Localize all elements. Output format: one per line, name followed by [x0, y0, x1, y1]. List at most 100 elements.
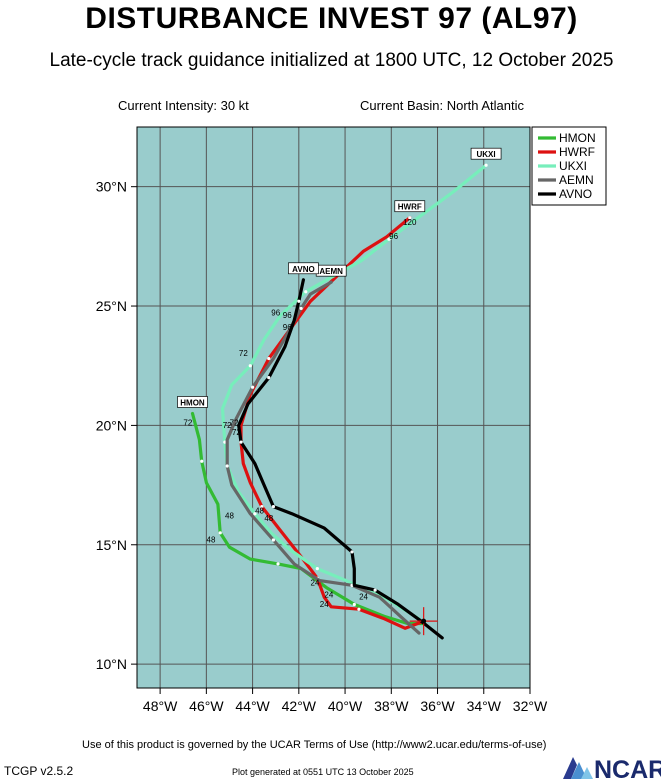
- forecast-hour-label: 24: [359, 593, 368, 602]
- track-point: [200, 459, 204, 463]
- track-point: [352, 602, 356, 607]
- end-label-text: HMON: [180, 398, 205, 407]
- forecast-tracks: [190, 163, 488, 640]
- track-point: [225, 464, 229, 468]
- track-point: [248, 364, 252, 368]
- map-frame: [136, 126, 531, 689]
- current-intensity-label: Current Intensity: 30 kt: [118, 98, 249, 113]
- forecast-hour-label: 72: [223, 421, 232, 430]
- track-point: [357, 607, 361, 611]
- forecast-hour-labels: 244872HMON2448729696120HWRF72UKXI2448729…: [177, 147, 502, 609]
- ncar-logo-mark: [563, 757, 593, 779]
- track-point: [260, 504, 264, 509]
- x-tick-label: 38°W: [374, 698, 409, 714]
- track-ukxi: [220, 163, 488, 621]
- end-label-text: AVNO: [292, 265, 315, 274]
- x-tick-label: 36°W: [420, 698, 455, 714]
- legend-label: AVNO: [559, 187, 592, 201]
- track-point: [484, 163, 488, 167]
- track-point: [276, 562, 280, 566]
- end-label-box: [394, 200, 426, 213]
- track-line: [237, 278, 444, 640]
- y-tick-label: 25°N: [96, 298, 127, 314]
- forecast-hour-label: 48: [264, 514, 273, 523]
- version-label: TCGP v2.5.2: [4, 764, 74, 778]
- forecast-hour-label: 48: [255, 507, 264, 516]
- forecast-hour-label: 72: [232, 428, 241, 437]
- ncar-logo: NCAR: [563, 756, 661, 781]
- track-point: [297, 299, 301, 303]
- track-point: [267, 376, 271, 380]
- y-tick-label: 20°N: [96, 417, 127, 433]
- track-point: [218, 531, 222, 535]
- end-label-text: HWRF: [398, 203, 422, 212]
- forecast-hour-label: 72: [230, 418, 239, 427]
- current-position-dot: [421, 618, 427, 624]
- track-point: [299, 306, 303, 311]
- forecast-hour-label: 72: [183, 418, 192, 427]
- legend-label: AEMN: [559, 173, 594, 187]
- end-label-avno: AVNO: [288, 262, 319, 275]
- track-point: [350, 550, 354, 554]
- x-tick-label: 32°W: [513, 698, 548, 714]
- track-point: [239, 440, 243, 444]
- legend-label: UKXI: [559, 159, 587, 173]
- forecast-hour-label: 120: [403, 218, 417, 227]
- forecast-hour-label: 96: [283, 311, 292, 320]
- x-tick-label: 40°W: [328, 698, 363, 714]
- y-tick-label: 15°N: [96, 537, 127, 553]
- end-label-hwrf: HWRF: [394, 200, 426, 213]
- end-label-box: [177, 396, 208, 408]
- track-point: [250, 385, 255, 389]
- track-line: [239, 216, 426, 630]
- legend-label: HMON: [559, 131, 596, 145]
- chart-subtitle: Late-cycle track guidance initialized at…: [49, 50, 614, 71]
- end-label-hmon: HMON: [177, 396, 208, 408]
- y-tick-label: 30°N: [96, 179, 127, 195]
- end-label-text: UKXI: [477, 150, 496, 159]
- current-position-marker: [409, 607, 438, 636]
- x-tick-label: 46°W: [189, 698, 224, 714]
- track-line: [220, 163, 488, 621]
- track-hmon: [190, 411, 426, 626]
- track-point: [271, 538, 275, 542]
- terms-of-use-text: Use of this product is governed by the U…: [82, 739, 547, 751]
- forecast-hour-label: 24: [311, 578, 320, 587]
- x-tick-label: 44°W: [235, 698, 270, 714]
- end-label-ukxi: UKXI: [470, 147, 502, 160]
- end-label-box: [288, 262, 319, 275]
- end-label-box: [470, 147, 502, 160]
- forecast-hour-label: 24: [324, 590, 333, 599]
- x-tick-label: 48°W: [143, 698, 178, 714]
- axis-ticks: 48°W 46°W 44°W 42°W 40°W 38°W 36°W 34°W 32°W 10°N…: [96, 179, 548, 714]
- forecast-hour-label: 96: [389, 232, 398, 241]
- track-avno: [237, 278, 444, 640]
- forecast-hour-label: 96: [271, 309, 280, 318]
- track-point: [304, 290, 308, 294]
- track-line: [190, 411, 426, 626]
- y-tick-label: 10°N: [96, 656, 127, 672]
- track-point: [271, 504, 275, 509]
- track-point: [315, 567, 319, 571]
- end-label-text: AEMN: [319, 267, 343, 276]
- track-point: [267, 356, 271, 361]
- track-point: [373, 588, 377, 592]
- end-label-aemn: AEMN: [315, 264, 347, 277]
- legend-label: HWRF: [559, 145, 595, 159]
- track-point: [408, 216, 412, 220]
- forecast-hour-label: 96: [283, 323, 292, 332]
- ncar-logo-text: NCAR: [594, 756, 661, 781]
- chart-title: DISTURBANCE INVEST 97 (AL97): [85, 2, 578, 35]
- forecast-hour-label: 48: [225, 512, 234, 521]
- current-basin-label: Current Basin: North Atlantic: [360, 98, 525, 113]
- x-tick-label: 42°W: [282, 698, 317, 714]
- track-point: [387, 237, 391, 241]
- x-tick-label: 34°W: [467, 698, 502, 714]
- generated-timestamp: Plot generated at 0551 UTC 13 October 20…: [232, 767, 414, 777]
- forecast-hour-label: 24: [320, 600, 329, 609]
- track-point: [253, 512, 257, 516]
- forecast-hour-label: 48: [207, 535, 216, 544]
- forecast-hour-label: 72: [239, 349, 248, 358]
